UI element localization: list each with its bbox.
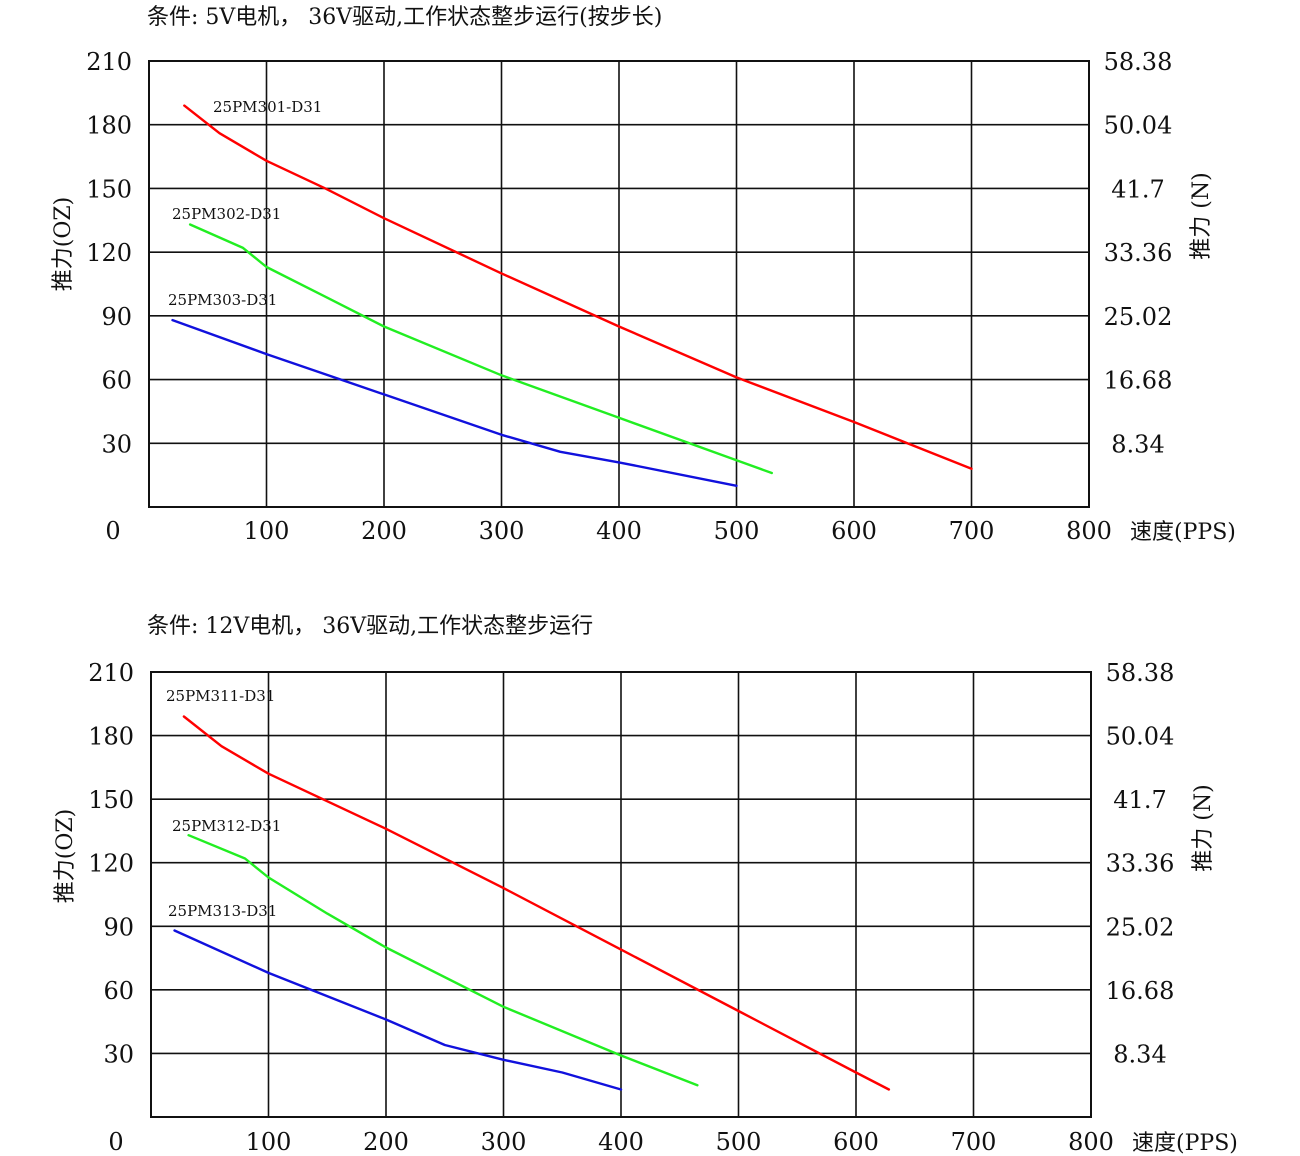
y-axis-title-right: 推力 (N) [1189, 172, 1214, 259]
y-tick-label-right: 41.7 [1111, 175, 1164, 203]
origin-label: 0 [105, 517, 120, 545]
series-label: 25PM313-D31 [168, 902, 277, 920]
y-tick-label-left: 180 [86, 112, 132, 140]
chart-condition: 条件: 5V电机， 36V驱动,工作状态整步运行(按步长) [147, 5, 662, 30]
y-tick-label-right: 50.04 [1104, 112, 1173, 140]
y-tick-label-right: 25.02 [1106, 913, 1175, 941]
y-axis-title-right: 推力 (N) [1191, 784, 1216, 871]
series-line [187, 834, 699, 1087]
series-label: 25PM311-D31 [166, 687, 275, 705]
series-label: 25PM312-D31 [172, 817, 281, 835]
y-tick-label-left: 210 [88, 659, 134, 687]
series-line [188, 223, 773, 475]
chart-top: 条件: 5V电机， 36V驱动,工作状态整步运行(按步长) 0 100 200 300 4… [51, 5, 1236, 545]
x-tick-label: 500 [716, 1128, 762, 1156]
y-tick-label-left: 180 [88, 723, 134, 751]
series-label: 25PM303-D31 [168, 291, 277, 309]
x-tick-label: 400 [596, 517, 642, 545]
y-tick-label-right: 25.02 [1104, 303, 1173, 331]
y-tick-label-left: 90 [103, 913, 134, 941]
y-tick-label-right: 33.36 [1106, 850, 1175, 878]
series-label: 25PM301-D31 [213, 98, 322, 116]
y-tick-label-left: 60 [101, 367, 132, 395]
x-tick-label: 400 [598, 1128, 644, 1156]
series-label: 25PM302-D31 [172, 205, 281, 223]
y-axis-title-left: 推力(OZ) [51, 197, 76, 292]
y-tick-label-right: 33.36 [1104, 239, 1173, 267]
y-tick-label-right: 16.68 [1106, 977, 1175, 1005]
y-tick-label-right: 8.34 [1111, 430, 1164, 458]
x-tick-label: 300 [481, 1128, 527, 1156]
y-tick-label-left: 120 [88, 850, 134, 878]
y-tick-label-left: 150 [86, 175, 132, 203]
y-tick-label-right: 8.34 [1113, 1040, 1166, 1068]
x-tick-label: 100 [246, 1128, 292, 1156]
plot-frame [148, 60, 1090, 508]
y-tick-label-left: 210 [86, 48, 132, 76]
x-tick-label: 300 [479, 517, 525, 545]
series-line [183, 104, 973, 470]
x-tick-label: 700 [949, 517, 995, 545]
y-tick-label-right: 58.38 [1106, 659, 1175, 687]
y-tick-label-right: 41.7 [1113, 786, 1166, 814]
x-tick-label: 500 [714, 517, 760, 545]
chart-bottom: 条件: 12V电机， 36V驱动,工作状态整步运行 0 100 200 300 400 50… [53, 614, 1238, 1156]
y-tick-label-left: 120 [86, 239, 132, 267]
y-tick-label-left: 30 [101, 430, 132, 458]
y-tick-label-left: 30 [103, 1040, 134, 1068]
y-tick-label-right: 16.68 [1104, 367, 1173, 395]
y-tick-label-left: 60 [103, 977, 134, 1005]
x-axis-title: 速度(PPS) [1130, 520, 1236, 545]
series-line [182, 715, 891, 1091]
y-tick-label-left: 150 [88, 786, 134, 814]
origin-label: 0 [108, 1128, 123, 1156]
y-tick-label-right: 58.38 [1104, 48, 1173, 76]
y-tick-label-left: 90 [101, 303, 132, 331]
y-axis-title-left: 推力(OZ) [53, 809, 78, 904]
x-tick-label: 700 [951, 1128, 997, 1156]
x-tick-label: 100 [244, 517, 290, 545]
x-axis-title: 速度(PPS) [1132, 1131, 1238, 1156]
plot-frame [150, 671, 1092, 1118]
x-tick-label: 600 [833, 1128, 879, 1156]
x-tick-label: 800 [1066, 517, 1112, 545]
x-tick-label: 200 [363, 1128, 409, 1156]
x-tick-label: 800 [1068, 1128, 1114, 1156]
series-line [173, 929, 623, 1091]
chart-condition: 条件: 12V电机， 36V驱动,工作状态整步运行 [147, 614, 593, 639]
series-line [171, 318, 738, 487]
x-tick-label: 200 [361, 517, 407, 545]
x-tick-label: 600 [831, 517, 877, 545]
y-tick-label-right: 50.04 [1106, 723, 1175, 751]
